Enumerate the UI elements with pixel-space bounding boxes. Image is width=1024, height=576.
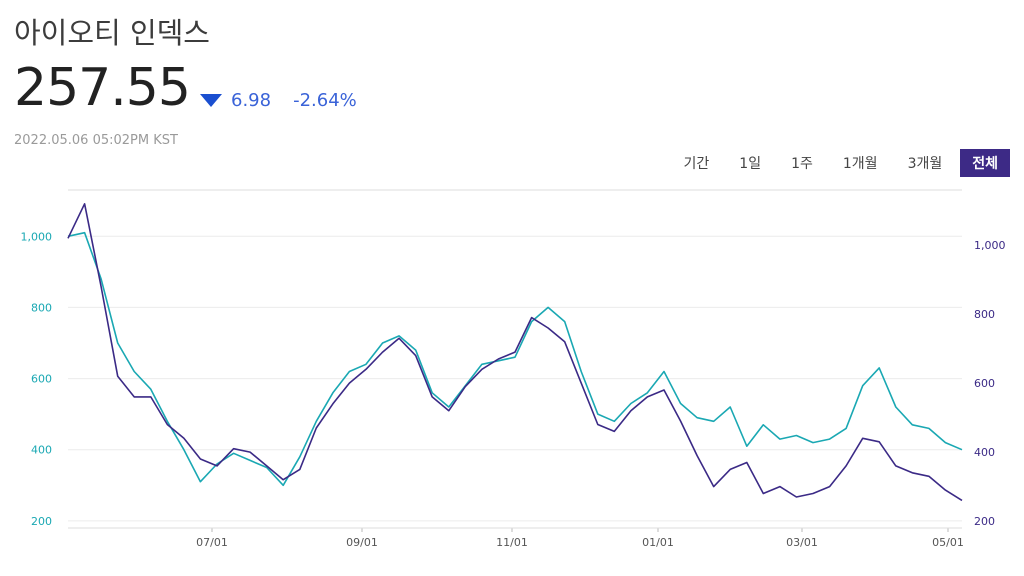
current-price: 257.55 [14, 58, 191, 118]
range-tab-all[interactable]: 전체 [960, 149, 1010, 177]
series-line-purple [67, 203, 963, 502]
range-tab-1m[interactable]: 1개월 [842, 156, 878, 172]
left-axis-tick: 600 [31, 373, 52, 386]
x-axis-tick: 11/01 [496, 536, 528, 549]
right-axis-tick: 600 [974, 377, 995, 390]
series-line-teal [67, 231, 963, 487]
page-title: 아이오티 인덱스 [14, 16, 210, 50]
left-axis-tick: 200 [31, 515, 52, 528]
range-selector: 기간 1일 1주 1개월 3개월 전체 [666, 149, 1010, 177]
x-axis-tick: 09/01 [346, 536, 378, 549]
range-tab-period[interactable]: 기간 [683, 156, 710, 172]
x-axis-tick: 07/01 [196, 536, 228, 549]
change-value: 6.98 [231, 90, 272, 111]
range-tab-3m[interactable]: 3개월 [907, 156, 943, 172]
left-axis-tick: 800 [31, 301, 52, 314]
right-axis-tick: 800 [974, 308, 995, 321]
right-axis-tick: 400 [974, 446, 995, 459]
x-axis-tick: 05/01 [932, 536, 964, 549]
left-axis-tick: 400 [31, 444, 52, 457]
x-axis-tick: 03/01 [786, 536, 818, 549]
timestamp: 2022.05.06 05:02PM KST [14, 133, 178, 148]
x-axis-tick: 01/01 [642, 536, 674, 549]
range-tab-1d[interactable]: 1일 [739, 156, 762, 172]
right-axis-tick: 1,000 [974, 239, 1006, 252]
change-percent: -2.64% [293, 90, 357, 111]
down-arrow-icon [200, 94, 222, 107]
left-axis-tick: 1,000 [21, 230, 53, 243]
range-tab-1w[interactable]: 1주 [791, 156, 813, 172]
right-axis-tick: 200 [974, 515, 995, 528]
price-change: 6.98 -2.64% [200, 90, 357, 111]
